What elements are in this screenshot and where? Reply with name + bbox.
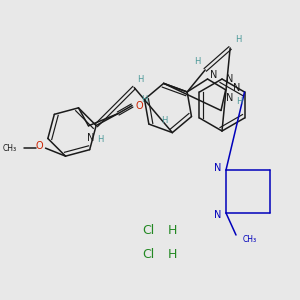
- Text: H: H: [141, 95, 147, 104]
- Text: H: H: [161, 116, 167, 125]
- Text: Cl: Cl: [142, 224, 154, 236]
- Text: N: N: [87, 133, 94, 143]
- Text: H: H: [97, 135, 104, 144]
- Text: H: H: [235, 35, 241, 44]
- Text: CH₃: CH₃: [243, 235, 257, 244]
- Text: H: H: [137, 75, 143, 84]
- Text: N: N: [214, 210, 222, 220]
- Text: N: N: [226, 74, 234, 84]
- Text: N: N: [210, 70, 217, 80]
- Text: H: H: [194, 57, 200, 66]
- Text: N: N: [214, 163, 222, 173]
- Text: O: O: [135, 100, 143, 110]
- Text: H: H: [167, 248, 177, 262]
- Text: CH₃: CH₃: [2, 144, 16, 153]
- Text: N: N: [233, 83, 240, 93]
- Text: Cl: Cl: [142, 248, 154, 262]
- Text: N: N: [226, 93, 233, 103]
- Text: H: H: [167, 224, 177, 236]
- Text: H: H: [236, 97, 243, 106]
- Text: O: O: [36, 141, 43, 151]
